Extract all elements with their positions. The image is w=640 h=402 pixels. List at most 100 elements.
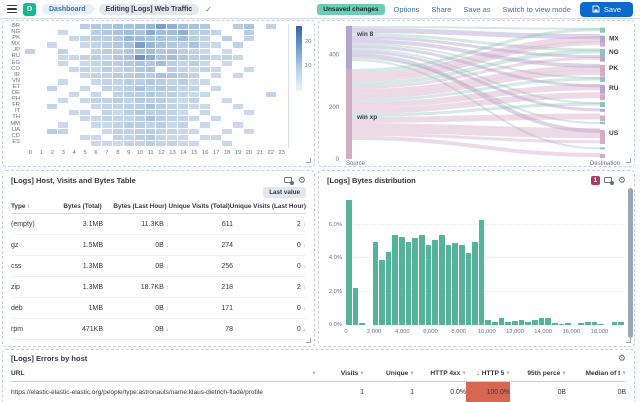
heatmap-cell	[69, 86, 79, 91]
heatmap-cell	[90, 134, 101, 140]
heatmap-cell	[123, 110, 134, 116]
panel-resize-handle[interactable]	[306, 158, 311, 163]
sankey-chart[interactable]: 0 200 400 win 8 win xp MX NG PK RU US Source Destin…	[319, 21, 634, 166]
heatmap-cell	[134, 140, 145, 146]
column-header-http-5[interactable]: ↓ HTTP 5 ∨	[466, 370, 510, 377]
sankey-axis-tick: 0	[336, 157, 340, 163]
sankey-dest-node[interactable]	[600, 102, 605, 108]
sankey-dest-node[interactable]	[600, 147, 605, 150]
sankey-dest-node[interactable]	[600, 154, 605, 158]
sankey-dest-label: MX	[609, 36, 619, 43]
sankey-dest-node[interactable]	[600, 35, 605, 47]
heatmap-cell	[145, 140, 156, 146]
share-button[interactable]: Share	[431, 4, 452, 14]
cell-bytes-total: 1MB	[88, 304, 103, 312]
heatmap-cell	[167, 116, 178, 122]
column-header-bytes-total-[interactable]: Bytes (Total)	[63, 202, 102, 210]
column-header-bytes-last-hour-[interactable]: Bytes (Last Hour)	[113, 202, 167, 210]
histogram-x-axis-labels: 0 2,000 4,000 6,000 8,000 10,000 12,000 14,000 1…	[344, 329, 624, 339]
column-header-http-4xx[interactable]: HTTP 4xx ∨	[414, 370, 466, 377]
sankey-dest-node[interactable]	[600, 76, 605, 82]
heatmap-plot[interactable]	[25, 24, 287, 146]
heatmap-cell	[58, 67, 68, 72]
column-header-type[interactable]: Type↑	[11, 202, 30, 210]
chevron-down-icon[interactable]: ∨	[622, 370, 626, 376]
sankey-dest-node[interactable]	[600, 84, 605, 94]
column-header-unique-visits-last-hour-[interactable]: Unique Visits (Last Hour)	[229, 202, 306, 210]
panel-gear-icon[interactable]: ⚙	[617, 353, 626, 363]
last-value-chip[interactable]: Last value	[263, 187, 306, 198]
breadcrumb-dashboard[interactable]: Dashboard	[42, 4, 96, 15]
heatmap-row-label: CD	[11, 132, 20, 139]
column-header-unique-visits-total-[interactable]: Unique Visits (Total)	[168, 202, 230, 210]
trend-down-icon: ↓	[302, 220, 306, 228]
panel-filters-icon[interactable]	[283, 176, 294, 185]
cell-median: 0B	[617, 389, 626, 396]
sankey-dest-node[interactable]	[600, 130, 605, 145]
histogram-plot[interactable]	[346, 195, 624, 325]
chevron-down-icon[interactable]: ∨	[562, 370, 566, 376]
options-button[interactable]: Options	[393, 4, 420, 14]
save-as-button[interactable]: Save as	[463, 4, 491, 14]
legend-tick-10: 10	[305, 63, 312, 69]
heatmap-cell	[25, 104, 35, 109]
heatmap-hour-label: 17	[212, 150, 220, 156]
heatmap-cell	[244, 135, 254, 140]
panel-filter-count-badge[interactable]: 1	[590, 176, 600, 185]
sankey-dest-node[interactable]	[600, 122, 605, 125]
column-header-url[interactable]: URL ∨	[11, 370, 316, 377]
column-header-median-of-t[interactable]: Median of t ∨	[566, 370, 626, 377]
sankey-dest-node[interactable]	[600, 42, 605, 47]
panel-resize-handle[interactable]	[626, 338, 631, 343]
heatmap-cell	[123, 48, 134, 54]
heatmap-cell	[200, 36, 211, 42]
sankey-flow	[351, 59, 601, 150]
heatmap-cell	[156, 73, 167, 79]
sankey-dest-node[interactable]	[600, 140, 605, 144]
sankey-source-node[interactable]	[346, 26, 352, 69]
menu-icon[interactable]	[7, 5, 17, 13]
chevron-down-icon[interactable]: ∨	[360, 370, 364, 376]
sankey-flow	[351, 28, 601, 72]
heatmap-cell	[178, 30, 189, 36]
chevron-down-icon[interactable]: ∨	[312, 370, 316, 376]
sankey-dest-node[interactable]	[600, 64, 605, 74]
column-header-visits[interactable]: Visits ∨	[316, 370, 364, 377]
heatmap-cell	[91, 110, 101, 115]
chevron-down-icon[interactable]: ∨	[410, 370, 414, 376]
heatmap-cell	[277, 141, 287, 146]
sankey-dest-node[interactable]	[600, 48, 605, 56]
save-button[interactable]: Save	[579, 1, 633, 17]
chevron-down-icon[interactable]: ∨	[462, 370, 466, 376]
panel-gear-icon[interactable]: ⚙	[617, 175, 626, 185]
chevron-down-icon[interactable]: ∨	[506, 370, 510, 376]
heatmap-cell	[244, 73, 254, 78]
sankey-source-node[interactable]	[346, 69, 352, 159]
sankey-dest-node[interactable]	[600, 94, 605, 101]
heatmap-cell	[277, 30, 287, 35]
heatmap-cell	[255, 24, 265, 29]
panel-gear-icon[interactable]: ⚙	[297, 175, 306, 185]
panel-resize-handle[interactable]	[306, 338, 311, 343]
breadcrumb-current[interactable]: Editing [Logs] Web Traffic	[98, 3, 200, 15]
panel-resize-handle[interactable]	[626, 158, 631, 163]
switch-to-view-mode-button[interactable]: Switch to view mode	[502, 4, 571, 14]
heatmap-cell	[112, 30, 123, 36]
panel-filters-icon[interactable]	[603, 176, 614, 185]
heatmap-cell	[233, 61, 243, 66]
heatmap-cell	[266, 141, 276, 146]
elastic-logo[interactable]: D	[23, 2, 36, 16]
heatmap-cell	[79, 67, 90, 73]
column-header-95th-perce[interactable]: 95th perce ∨	[510, 370, 566, 377]
column-header-unique[interactable]: Unique ∨	[364, 370, 414, 377]
sankey-dest-node[interactable]	[600, 55, 605, 62]
sankey-dest-node[interactable]	[600, 115, 605, 122]
sankey-dest-node[interactable]	[600, 71, 605, 77]
histogram-x-tick: 12,000	[506, 329, 524, 335]
sankey-dest-node[interactable]	[600, 27, 605, 33]
vertical-scrollbar[interactable]	[628, 188, 633, 338]
heatmap-cell	[266, 122, 276, 127]
cell-unique-visits-total: 78	[225, 325, 233, 333]
sankey-dest-node[interactable]	[600, 108, 605, 112]
heatmap-color-legend[interactable]	[296, 26, 302, 91]
